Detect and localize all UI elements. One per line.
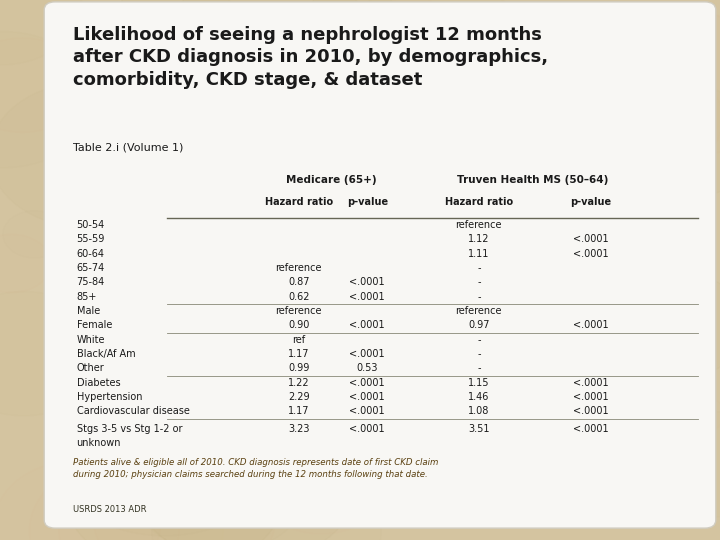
Text: reference: reference <box>456 220 502 230</box>
Text: <.0001: <.0001 <box>572 249 608 259</box>
Text: Table 2.i (Volume 1): Table 2.i (Volume 1) <box>73 143 184 152</box>
Circle shape <box>312 0 393 38</box>
Circle shape <box>46 322 226 457</box>
Text: 85+: 85+ <box>76 292 97 302</box>
Text: <.0001: <.0001 <box>572 378 608 388</box>
Text: 2.29: 2.29 <box>288 392 310 402</box>
Circle shape <box>597 9 720 134</box>
Text: 1.15: 1.15 <box>468 378 490 388</box>
Text: -: - <box>477 278 480 287</box>
Text: Truven Health MS (50–64): Truven Health MS (50–64) <box>457 175 608 185</box>
Text: <.0001: <.0001 <box>572 392 608 402</box>
Text: Male: Male <box>76 306 100 316</box>
Text: 1.46: 1.46 <box>468 392 490 402</box>
Text: <.0001: <.0001 <box>572 424 608 434</box>
Circle shape <box>642 411 720 517</box>
Circle shape <box>119 0 233 57</box>
Text: p-value: p-value <box>570 198 611 207</box>
Text: -: - <box>477 363 480 374</box>
Text: 50-54: 50-54 <box>76 220 105 230</box>
Circle shape <box>229 288 397 414</box>
Text: <.0001: <.0001 <box>572 234 608 245</box>
Text: 0.87: 0.87 <box>288 278 310 287</box>
Text: -: - <box>477 349 480 359</box>
Text: -: - <box>477 335 480 345</box>
Text: ref: ref <box>292 335 305 345</box>
Text: <.0001: <.0001 <box>349 278 385 287</box>
Text: 3.51: 3.51 <box>468 424 490 434</box>
Text: USRDS 2013 ADR: USRDS 2013 ADR <box>73 505 146 514</box>
Text: <.0001: <.0001 <box>349 292 385 302</box>
Text: Female: Female <box>76 320 112 330</box>
Text: 75-84: 75-84 <box>76 278 105 287</box>
Text: 60-64: 60-64 <box>76 249 104 259</box>
Circle shape <box>131 393 360 540</box>
Text: 0.62: 0.62 <box>288 292 310 302</box>
Text: Hazard ratio: Hazard ratio <box>265 198 333 207</box>
Text: -: - <box>477 292 480 302</box>
Circle shape <box>30 458 223 540</box>
Text: Other: Other <box>76 363 104 374</box>
Circle shape <box>65 501 102 529</box>
Text: reference: reference <box>456 306 502 316</box>
Text: <.0001: <.0001 <box>349 378 385 388</box>
Text: 1.11: 1.11 <box>468 249 490 259</box>
Text: <.0001: <.0001 <box>349 424 385 434</box>
Text: 65-74: 65-74 <box>76 263 105 273</box>
Text: 1.17: 1.17 <box>288 407 310 416</box>
Text: <.0001: <.0001 <box>349 349 385 359</box>
Text: Patients alive & eligible all of 2010. CKD diagnosis represents date of first CK: Patients alive & eligible all of 2010. C… <box>73 458 438 478</box>
Text: 0.53: 0.53 <box>356 363 378 374</box>
Text: 0.90: 0.90 <box>288 320 310 330</box>
Circle shape <box>63 406 285 540</box>
Circle shape <box>138 464 207 515</box>
Text: Diabetes: Diabetes <box>76 378 120 388</box>
Text: Likelihood of seeing a nephrologist 12 months
after CKD diagnosis in 2010, by de: Likelihood of seeing a nephrologist 12 m… <box>73 26 548 89</box>
Text: 1.22: 1.22 <box>288 378 310 388</box>
Circle shape <box>622 387 654 411</box>
Circle shape <box>607 273 720 378</box>
Text: White: White <box>76 335 105 345</box>
Text: -: - <box>477 263 480 273</box>
Circle shape <box>0 32 95 168</box>
Circle shape <box>62 4 207 112</box>
Circle shape <box>474 22 690 184</box>
Text: 1.12: 1.12 <box>468 234 490 245</box>
Circle shape <box>351 0 521 103</box>
Text: Cardiovascular disease: Cardiovascular disease <box>76 407 189 416</box>
Circle shape <box>150 73 319 200</box>
Text: <.0001: <.0001 <box>572 407 608 416</box>
Text: 0.99: 0.99 <box>288 363 310 374</box>
Circle shape <box>168 213 268 287</box>
Circle shape <box>93 340 272 474</box>
Circle shape <box>391 440 629 540</box>
Text: 3.23: 3.23 <box>288 424 310 434</box>
Text: <.0001: <.0001 <box>572 320 608 330</box>
Text: Medicare (65+): Medicare (65+) <box>286 175 377 185</box>
Text: Hazard ratio: Hazard ratio <box>445 198 513 207</box>
Text: 1.08: 1.08 <box>468 407 490 416</box>
Text: Black/Af Am: Black/Af Am <box>76 349 135 359</box>
Circle shape <box>432 233 480 269</box>
Text: <.0001: <.0001 <box>349 392 385 402</box>
Text: Stgs 3-5 vs Stg 1-2 or
unknown: Stgs 3-5 vs Stg 1-2 or unknown <box>76 424 182 448</box>
Text: <.0001: <.0001 <box>349 320 385 330</box>
Text: p-value: p-value <box>346 198 388 207</box>
Circle shape <box>0 292 107 416</box>
Text: 55-59: 55-59 <box>76 234 105 245</box>
Text: 0.97: 0.97 <box>468 320 490 330</box>
Text: reference: reference <box>276 263 322 273</box>
Text: <.0001: <.0001 <box>349 407 385 416</box>
Text: Hypertension: Hypertension <box>76 392 142 402</box>
Text: 1.17: 1.17 <box>288 349 310 359</box>
Text: reference: reference <box>276 306 322 316</box>
